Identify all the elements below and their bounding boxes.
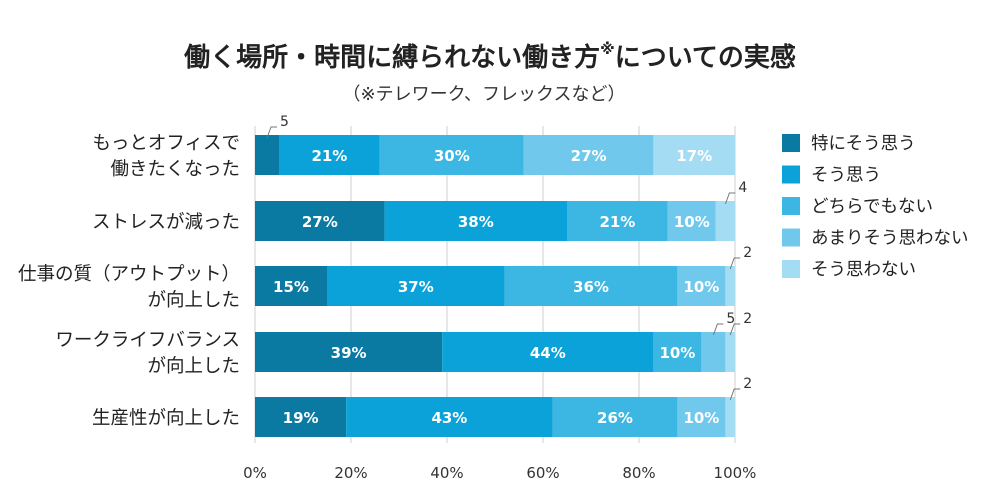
bar-segment — [701, 332, 726, 372]
bar-segment — [255, 201, 385, 241]
legend-label: どちらでもない — [811, 197, 933, 217]
bar-segment — [255, 266, 327, 306]
data-label-outside: 4 — [738, 180, 747, 196]
bar-segment — [384, 201, 567, 241]
data-label: 27% — [302, 213, 338, 231]
leader-line — [729, 257, 741, 270]
data-label-outside: 5 — [280, 114, 289, 130]
legend-swatch — [782, 197, 800, 215]
legend-label: 特にそう思う — [811, 134, 916, 154]
bar-segment — [346, 397, 553, 437]
bar-segment — [504, 266, 678, 306]
x-tick-label: 0% — [243, 464, 267, 482]
chart-subtitle: （※テレワーク、フレックスなど） — [343, 84, 626, 105]
data-label-outside: 2 — [743, 311, 752, 327]
title-suffix: についての実感 — [615, 42, 796, 73]
bar-segment — [715, 201, 735, 241]
data-label: 17% — [676, 147, 712, 165]
bar-segment — [653, 332, 702, 372]
data-label: 10% — [683, 278, 719, 296]
bar-segment — [255, 332, 443, 372]
data-label: 44% — [530, 344, 566, 362]
category-label: 生産性が向上した — [92, 408, 240, 429]
data-label: 36% — [573, 278, 609, 296]
data-label: 43% — [431, 409, 467, 427]
leader-line — [729, 388, 741, 401]
data-label-outside: 5 — [726, 311, 735, 327]
data-label: 10% — [659, 344, 695, 362]
leader-line — [266, 126, 277, 139]
x-tick-label: 20% — [334, 464, 367, 482]
data-label: 26% — [597, 409, 633, 427]
legend-swatch — [782, 260, 800, 278]
data-label: 30% — [434, 147, 470, 165]
data-label: 37% — [398, 278, 434, 296]
chart-title: 働く場所・時間に縛られない働き方※についての実感 — [183, 40, 796, 73]
legend-swatch — [782, 134, 800, 152]
bar-segment — [442, 332, 654, 372]
bar-segment — [552, 397, 678, 437]
data-label-outside: 2 — [743, 245, 752, 261]
leader-line — [724, 192, 736, 205]
bar-segment — [725, 266, 735, 306]
category-label: 働きたくなった — [110, 159, 240, 180]
x-tick-label: 80% — [622, 464, 655, 482]
bar-segment — [677, 397, 726, 437]
legend-label: そう思う — [811, 166, 881, 186]
data-label: 21% — [311, 147, 347, 165]
data-label: 15% — [273, 278, 309, 296]
data-label: 27% — [571, 147, 607, 165]
bar-segment — [725, 332, 735, 372]
data-label: 10% — [674, 213, 710, 231]
bar-segment — [379, 135, 524, 175]
legend-label: そう思わない — [811, 260, 916, 280]
category-label: もっとオフィスで — [92, 133, 240, 154]
bar-segment — [327, 266, 505, 306]
legend-label: あまりそう思わない — [811, 229, 969, 249]
legend-swatch — [782, 165, 800, 184]
leader-line — [729, 323, 741, 336]
bar-segment — [653, 135, 735, 175]
category-label: ストレスが減った — [92, 212, 240, 233]
bar-segment — [279, 135, 380, 175]
title-mark: ※ — [600, 40, 615, 58]
bar-segment — [677, 266, 726, 306]
leader-line — [712, 323, 724, 336]
bar-segment — [567, 201, 668, 241]
bar-segment — [725, 397, 735, 437]
category-label: が向上した — [147, 356, 240, 377]
data-label: 19% — [283, 409, 319, 427]
x-tick-label: 100% — [714, 464, 757, 482]
category-label: が向上した — [147, 290, 240, 311]
data-label: 10% — [683, 409, 719, 427]
bar-segment — [523, 135, 654, 175]
bar-segment — [255, 397, 347, 437]
category-label: 仕事の質（アウトプット） — [18, 264, 240, 285]
bar-segment — [255, 135, 279, 175]
bar-segment — [667, 201, 716, 241]
data-label-outside: 2 — [743, 376, 752, 392]
x-tick-label: 60% — [526, 464, 559, 482]
data-label: 21% — [599, 213, 635, 231]
category-label: ワークライフバランス — [55, 330, 240, 351]
legend-swatch — [782, 228, 800, 247]
data-label: 39% — [331, 344, 367, 362]
x-tick-label: 40% — [430, 464, 463, 482]
data-label: 38% — [458, 213, 494, 231]
